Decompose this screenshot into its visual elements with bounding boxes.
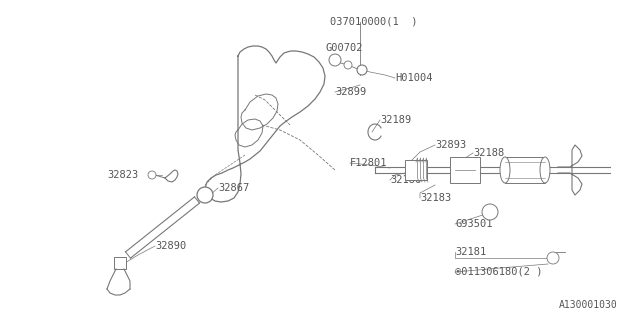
Circle shape: [148, 171, 156, 179]
Text: 32899: 32899: [335, 87, 366, 97]
Text: 32190: 32190: [510, 158, 541, 168]
Circle shape: [197, 187, 213, 203]
Text: 32186: 32186: [390, 175, 421, 185]
Circle shape: [482, 204, 498, 220]
Circle shape: [344, 61, 352, 69]
Bar: [505, 157, 545, 183]
Bar: [405, 160, 427, 180]
Circle shape: [357, 65, 367, 75]
Ellipse shape: [500, 157, 510, 183]
Text: 32890: 32890: [155, 241, 186, 251]
Bar: [114, 257, 126, 269]
Text: F12801: F12801: [350, 158, 387, 168]
Ellipse shape: [540, 157, 550, 183]
Text: 32189: 32189: [380, 115, 412, 125]
Text: G00702: G00702: [325, 43, 362, 53]
Text: 32893: 32893: [435, 140, 467, 150]
Text: 32867: 32867: [218, 183, 249, 193]
Text: ®011306180(2 ): ®011306180(2 ): [455, 267, 543, 277]
Text: 32188: 32188: [473, 148, 504, 158]
Bar: [450, 157, 480, 183]
Text: 037010000(1  ): 037010000(1 ): [330, 17, 417, 27]
Circle shape: [329, 54, 341, 66]
Text: A130001030: A130001030: [559, 300, 618, 310]
Circle shape: [547, 252, 559, 264]
Text: 32181: 32181: [455, 247, 486, 257]
Text: 32823: 32823: [107, 170, 138, 180]
Text: 32183: 32183: [420, 193, 451, 203]
Text: G93501: G93501: [455, 219, 493, 229]
Text: H01004: H01004: [395, 73, 433, 83]
